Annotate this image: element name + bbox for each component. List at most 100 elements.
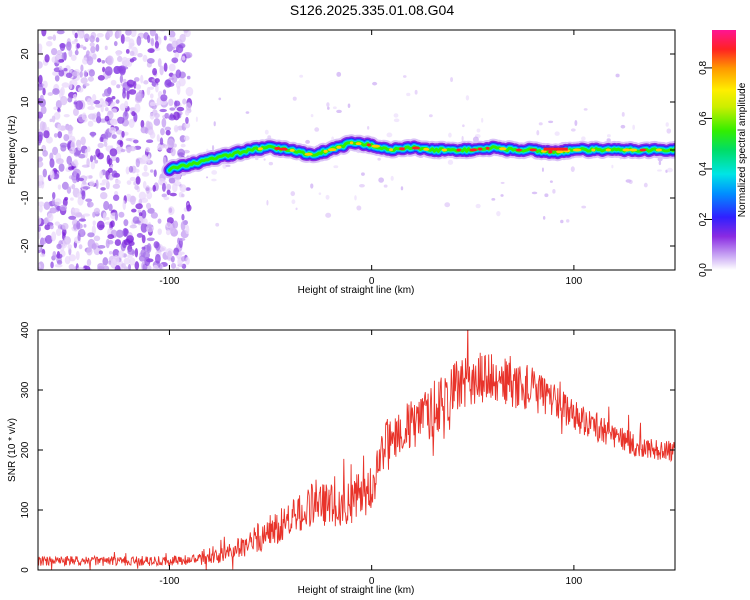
chart-title: S126.2025.335.01.08.G04	[290, 2, 454, 18]
noise-blob	[70, 54, 77, 61]
noise-blob	[50, 47, 58, 56]
noise-blob	[152, 67, 158, 76]
faint-blob	[554, 131, 560, 136]
noise-blob	[56, 243, 62, 250]
noise-blob	[128, 165, 134, 173]
noise-blob	[42, 87, 46, 96]
colorbar-label: Normalized spectral amplitude	[737, 82, 748, 217]
noise-blob	[172, 220, 179, 229]
noise-blob	[175, 69, 182, 79]
faint-blob	[465, 95, 470, 101]
noise-blob	[105, 238, 110, 249]
faint-blob	[264, 129, 269, 135]
noise-blob	[120, 34, 125, 44]
faint-blob	[215, 222, 220, 227]
faint-blob	[367, 126, 370, 130]
faint-blob	[581, 136, 586, 141]
noise-blob	[170, 255, 175, 263]
noise-blob	[77, 177, 85, 182]
noise-blob	[86, 247, 93, 256]
ridge-peak	[529, 148, 537, 152]
faint-blob	[657, 157, 663, 162]
noise-blob	[45, 40, 53, 47]
ridge-peak	[366, 143, 371, 147]
noise-blob	[89, 42, 95, 47]
faint-blob	[218, 97, 222, 101]
ridge-peak	[336, 145, 342, 149]
noise-blob	[63, 133, 70, 142]
noise-blob	[74, 49, 79, 56]
noise-blob	[81, 164, 90, 168]
noise-blob	[52, 70, 59, 77]
noise-blob	[107, 234, 115, 240]
noise-blob	[126, 180, 132, 185]
faint-blob	[402, 75, 407, 78]
faint-blob	[195, 116, 198, 123]
noise-blob	[155, 84, 159, 93]
noise-blob	[156, 134, 160, 142]
noise-blob	[49, 224, 54, 230]
noise-blob	[153, 112, 160, 119]
noise-blob	[96, 58, 102, 63]
noise-blob	[174, 100, 181, 107]
heatmap-y-tick-label: 20	[20, 48, 31, 60]
noise-blob	[165, 222, 172, 227]
faint-blob	[611, 164, 614, 169]
faint-blob	[206, 176, 209, 179]
noise-blob	[169, 192, 177, 197]
noise-blob	[58, 58, 65, 63]
noise-blob	[52, 34, 57, 41]
colorbar-tick-label: 0.2	[698, 212, 709, 226]
faint-blob	[531, 191, 538, 195]
noise-blob	[107, 167, 113, 174]
noise-blob	[182, 98, 187, 105]
noise-blob	[52, 192, 56, 200]
noise-blob	[38, 61, 43, 69]
noise-blob	[147, 154, 151, 164]
noise-blob	[97, 75, 105, 81]
noise-blob	[73, 223, 78, 230]
noise-blob	[90, 161, 96, 170]
noise-blob	[38, 111, 44, 119]
noise-blob	[54, 201, 60, 206]
noise-blob	[168, 177, 176, 184]
noise-blob	[38, 74, 43, 85]
ridge-peak	[327, 148, 337, 152]
noise-blob	[140, 197, 149, 203]
noise-blob	[60, 144, 67, 152]
noise-blob	[173, 111, 180, 121]
noise-blob	[166, 189, 171, 196]
noise-blob	[66, 125, 74, 132]
faint-blob	[327, 106, 330, 110]
noise-blob	[42, 149, 48, 157]
faint-blob	[325, 212, 332, 218]
ridge-peak	[423, 147, 430, 151]
noise-blob	[59, 204, 68, 212]
faint-blob	[448, 132, 452, 138]
noise-blob	[169, 107, 176, 111]
noise-blob	[106, 55, 114, 66]
noise-blob	[142, 181, 147, 189]
noise-blob	[145, 202, 152, 210]
noise-blob	[54, 74, 60, 82]
noise-blob	[51, 115, 56, 123]
noise-blob	[154, 253, 161, 264]
noise-blob	[169, 36, 177, 42]
faint-blob	[462, 124, 465, 128]
noise-blob	[99, 170, 104, 179]
ridge-peak	[605, 148, 611, 152]
noise-blob	[104, 66, 113, 76]
noise-blob	[39, 98, 46, 108]
noise-blob	[143, 164, 148, 172]
noise-blob	[101, 100, 109, 108]
noise-blob	[170, 147, 176, 157]
noise-blob	[87, 113, 96, 120]
noise-blob	[78, 218, 86, 222]
noise-blob	[133, 139, 139, 144]
noise-blob	[76, 220, 81, 230]
faint-blob	[536, 130, 540, 136]
faint-blob	[560, 219, 564, 224]
noise-blob	[66, 186, 72, 194]
faint-blob	[538, 122, 543, 126]
